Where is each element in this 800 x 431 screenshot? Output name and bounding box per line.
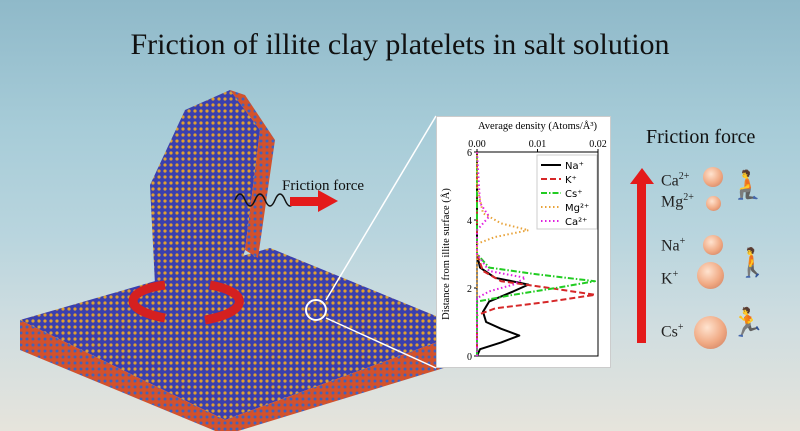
ion-ball-k (697, 262, 724, 289)
running-person-icon: 🏃 (730, 308, 765, 339)
y-tick-label: 6 (467, 148, 472, 159)
ion-ball-na (703, 235, 723, 255)
ion-label-na: Na+ (661, 236, 686, 255)
clay-vertical-platelet (150, 90, 275, 320)
friction-force-label: Friction force (282, 178, 365, 194)
density-chart: Average density (Atoms/Å³) Distance from … (436, 116, 611, 368)
legend-label: Cs⁺ (565, 189, 582, 200)
y-tick-label: 2 (467, 284, 472, 295)
series-line-4 (476, 151, 527, 356)
legend-label: Ca²⁺ (565, 217, 587, 228)
ion-ball-cs (694, 316, 727, 349)
series-line-1 (476, 152, 596, 356)
y-axis-label: Distance from illite surface (Å) (440, 188, 452, 320)
ion-label-cs: Cs+ (661, 322, 684, 341)
ion-label-ca: Ca2+ (661, 171, 690, 190)
legend-label: K⁺ (565, 175, 577, 186)
series-line-0 (476, 152, 530, 357)
series-line-2 (476, 152, 596, 356)
ion-ball-mg (706, 196, 721, 211)
legend-label: Na⁺ (565, 161, 584, 172)
wave-spring (234, 193, 296, 207)
ion-ball-ca (703, 167, 723, 187)
rotation-arrow-right (204, 280, 244, 325)
x-tick-label: 0.01 (529, 139, 547, 150)
x-axis-label: Average density (Atoms/Å³) (478, 120, 598, 132)
friction-increase-arrow (630, 168, 654, 343)
ion-label-mg: Mg2+ (661, 192, 694, 211)
y-tick-label: 0 (467, 352, 472, 363)
friction-force-title: Friction force (646, 126, 756, 148)
series-line-3 (476, 152, 530, 356)
ion-label-k: K+ (661, 269, 679, 288)
walking-person-icon: 🚶 (735, 248, 770, 279)
zoom-marker (305, 299, 327, 321)
rotation-arrow-left (128, 280, 166, 323)
legend-label: Mg²⁺ (565, 203, 589, 214)
friction-arrow (290, 190, 338, 212)
x-tick-label: 0.02 (589, 139, 607, 150)
crawling-person-icon: 🧎 (730, 170, 765, 201)
clay-base-platelet (20, 248, 470, 431)
page-title: Friction of illite clay platelets in sal… (130, 28, 670, 61)
x-tick-label: 0.00 (468, 139, 486, 150)
y-tick-label: 4 (467, 216, 472, 227)
